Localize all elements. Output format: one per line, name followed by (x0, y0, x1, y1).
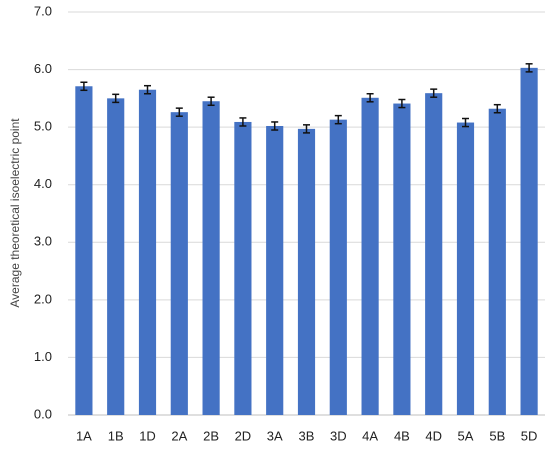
bar (456, 122, 475, 415)
y-tick-label: 4.0 (34, 176, 52, 191)
y-tick-label: 5.0 (34, 119, 52, 134)
y-tick-label: 7.0 (34, 3, 52, 18)
error-bar (334, 114, 342, 125)
y-axis-label: Average theoretical isoelectric point (8, 118, 22, 308)
x-tick-label: 5D (521, 428, 538, 443)
error-bar (366, 93, 374, 103)
bar (520, 67, 538, 415)
error-bar (398, 98, 406, 109)
bar (107, 98, 125, 415)
x-tick-label: 4B (394, 428, 410, 443)
y-tick-label: 3.0 (34, 234, 52, 249)
bar (393, 103, 411, 415)
error-bar (303, 124, 310, 134)
y-tick-label: 1.0 (34, 349, 52, 364)
bar (488, 108, 506, 415)
bar (234, 121, 252, 415)
bar (75, 86, 93, 415)
bar (425, 93, 443, 415)
error-bar (271, 121, 279, 131)
x-tick-label: 4D (425, 428, 442, 443)
error-bar (462, 117, 469, 128)
x-tick-label: 3A (267, 428, 283, 443)
x-tick-label: 5A (458, 428, 474, 443)
x-tick-label: 1D (139, 428, 156, 443)
error-bar (239, 117, 247, 127)
bar (361, 97, 379, 415)
x-tick-label: 2D (235, 428, 252, 443)
error-bar (144, 84, 151, 95)
y-tick-label: 2.0 (34, 291, 52, 306)
x-tick-label: 2B (203, 428, 219, 443)
bar (266, 125, 284, 416)
y-tick-label: 6.0 (34, 61, 52, 76)
x-tick-label: 1A (76, 428, 92, 443)
error-bar (175, 107, 183, 117)
error-bar (493, 103, 501, 114)
error-bar (525, 63, 533, 73)
x-tick-label: 3D (330, 428, 347, 443)
error-bar (112, 93, 120, 104)
bar (138, 89, 157, 415)
x-tick-label: 3B (299, 428, 315, 443)
bar (297, 128, 316, 415)
x-tick-label: 2A (171, 428, 187, 443)
error-bar (430, 88, 438, 98)
bar (202, 101, 220, 415)
x-tick-label: 4A (362, 428, 378, 443)
error-bar (80, 81, 88, 92)
x-tick-label: 1B (108, 428, 124, 443)
error-bar (207, 96, 215, 107)
x-tick-label: 5B (489, 428, 505, 443)
y-tick-label: 0.0 (34, 406, 52, 421)
bar (170, 112, 188, 415)
bar (329, 119, 347, 415)
